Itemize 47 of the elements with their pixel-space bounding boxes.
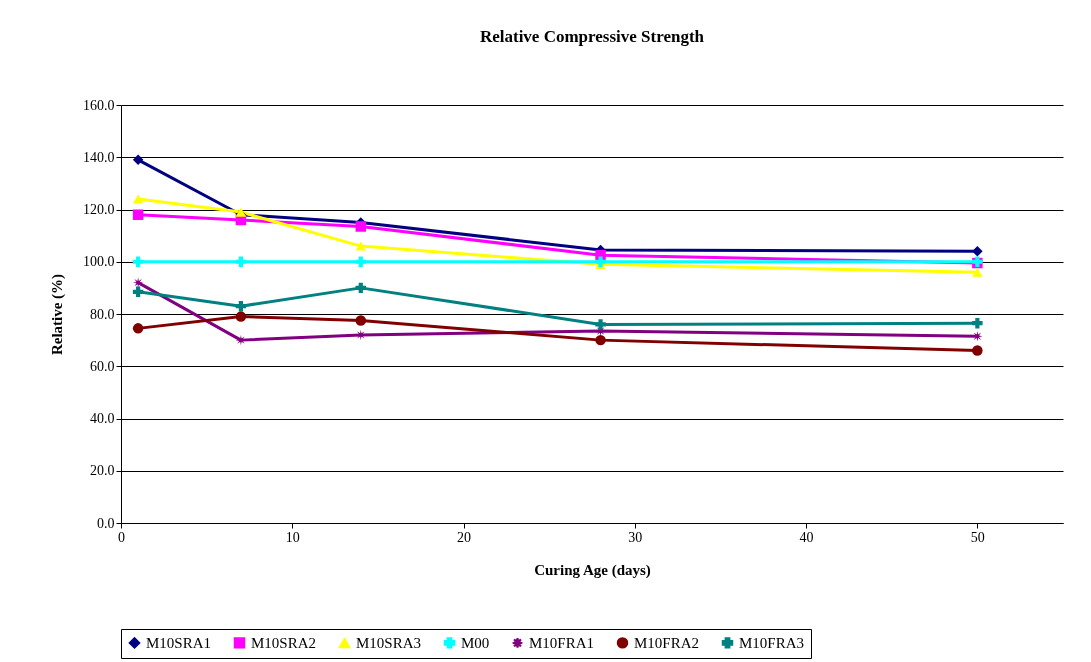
point (972, 246, 983, 257)
x-tick-label: 0 (118, 529, 125, 545)
x-tick-label: 40 (799, 529, 814, 545)
point (972, 267, 983, 277)
point (595, 334, 606, 346)
legend-label: M10FRA2 (634, 634, 700, 651)
y-axis-title: Relative (%) (49, 273, 66, 356)
y-tick-label: 140.0 (83, 149, 115, 165)
x-axis-title: Curing Age (days) (534, 561, 651, 579)
x-tick-label: 20 (457, 529, 472, 545)
x-tick-label: 50 (970, 529, 985, 545)
point (355, 241, 367, 251)
y-tick-label: 0.0 (97, 515, 115, 531)
legend-label: M00 (461, 634, 490, 651)
point (972, 345, 983, 356)
point (132, 323, 144, 334)
point (235, 300, 247, 312)
point (132, 256, 144, 267)
x-tick-label: 10 (285, 529, 300, 545)
legend-label: M10SRA1 (146, 634, 212, 651)
point (595, 319, 606, 330)
point (355, 282, 367, 294)
legend-label: M10SRA3 (356, 635, 422, 652)
x-tick-label: 30 (628, 529, 643, 545)
point (355, 221, 367, 232)
point (132, 286, 144, 298)
legend-label: M10SRA2 (251, 634, 317, 651)
chart-title: Relative Compressive Strength (479, 27, 705, 46)
y-tick-label: 40.0 (90, 411, 115, 426)
point (355, 315, 367, 326)
y-tick-label: 60.0 (90, 358, 115, 374)
y-tick-label: 100.0 (83, 254, 115, 270)
y-tick-label: 120.0 (83, 202, 115, 217)
point (235, 256, 247, 267)
point (132, 277, 144, 288)
point (235, 311, 247, 322)
point (132, 209, 144, 220)
legend-label: M10FRA3 (739, 634, 805, 651)
y-tick-label: 160.0 (83, 97, 115, 113)
point (355, 256, 367, 267)
y-tick-label: 80.0 (90, 306, 115, 322)
y-tick-label: 20.0 (90, 463, 115, 479)
point (132, 194, 144, 204)
point (972, 330, 983, 342)
point (972, 317, 983, 329)
point (132, 154, 144, 166)
legend-label: M10FRA1 (529, 634, 595, 651)
